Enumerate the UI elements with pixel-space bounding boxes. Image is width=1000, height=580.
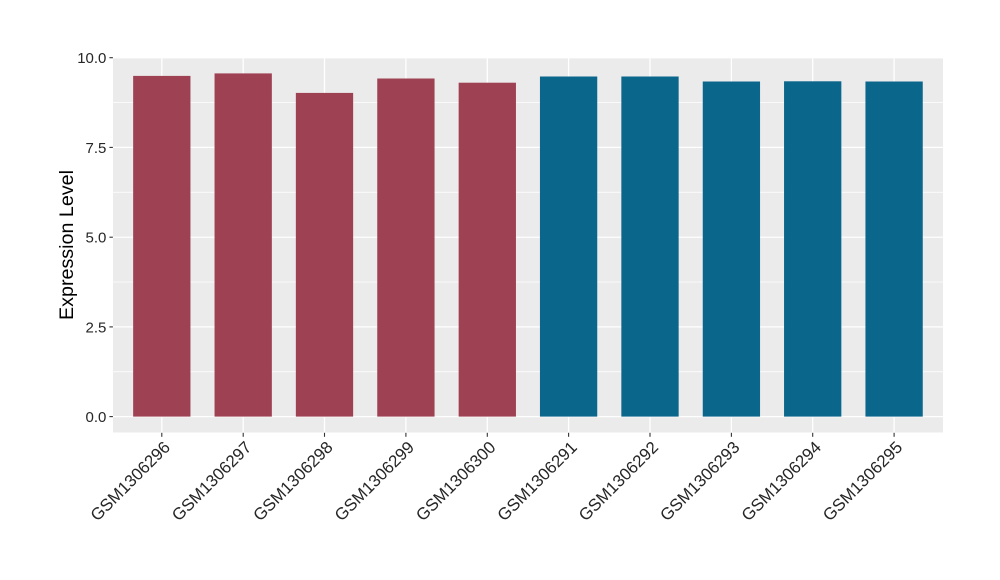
svg-text:Expression Level: Expression Level bbox=[56, 170, 78, 320]
svg-text:5.0: 5.0 bbox=[86, 230, 107, 247]
svg-text:10.0: 10.0 bbox=[77, 50, 106, 67]
svg-text:0.0: 0.0 bbox=[86, 409, 107, 426]
svg-text:2.5: 2.5 bbox=[86, 319, 107, 336]
svg-text:7.5: 7.5 bbox=[86, 140, 107, 157]
